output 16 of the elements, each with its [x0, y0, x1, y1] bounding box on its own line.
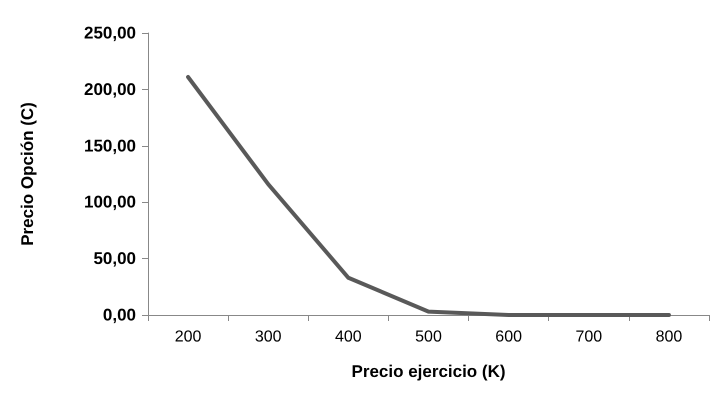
y-tick-label: 250,00	[84, 24, 136, 42]
y-tick-label: 100,00	[84, 192, 136, 212]
x-tick-label: 700	[575, 328, 602, 346]
y-tick-label: 50,00	[93, 249, 136, 268]
y-axis-title: Precio Opción (C)	[18, 102, 37, 246]
x-tick-label: 800	[656, 328, 682, 346]
x-tick-label: 600	[495, 328, 522, 346]
x-tick-label: 400	[335, 328, 362, 346]
x-tick-label: 500	[415, 328, 442, 346]
x-tick-label: 300	[254, 328, 282, 346]
y-tick-label: 150,00	[84, 136, 136, 156]
x-axis-title: Precio ejercicio (K)	[351, 362, 506, 381]
y-tick-label: 200,00	[84, 80, 136, 99]
line-series	[186, 74, 671, 317]
y-tick-label: 0,00	[102, 306, 136, 324]
x-tick-label: 200	[174, 328, 202, 346]
